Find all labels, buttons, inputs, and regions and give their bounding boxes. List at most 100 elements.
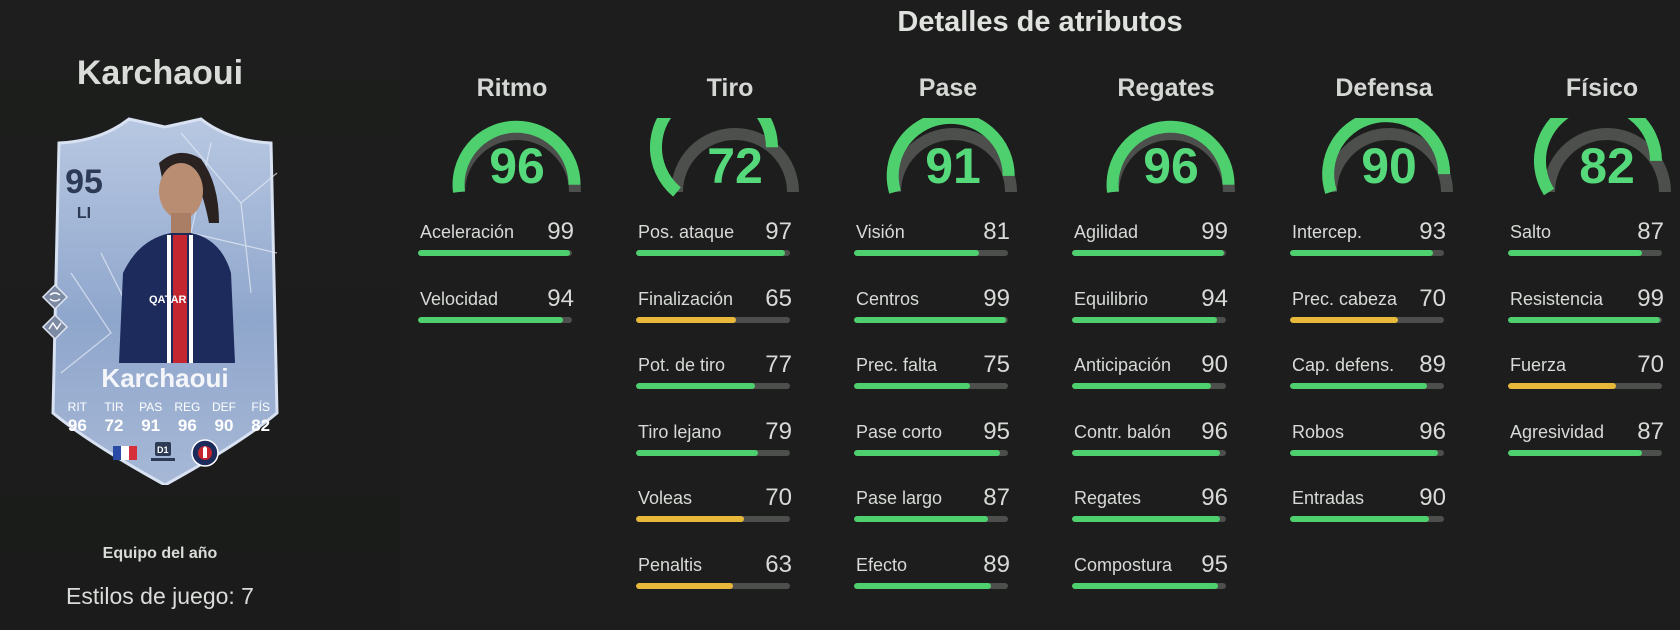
group-regates: Regates 96	[1086, 74, 1246, 194]
attribute-value: 99	[1637, 284, 1664, 312]
attribute-bar-track	[854, 516, 1008, 523]
group-tiro: Tiro 72	[650, 74, 810, 197]
card-stat-label: FÍS	[251, 400, 270, 414]
attribute-row: Intercep. 93	[1290, 218, 1450, 262]
attribute-row: Robos 96	[1290, 418, 1450, 462]
attribute-row: Penaltis 63	[636, 551, 796, 595]
attribute-bar-fill	[636, 583, 734, 589]
attribute-row: Velocidad 94	[418, 285, 578, 329]
playstyles-count[interactable]: Estilos de juego: 7	[66, 583, 254, 609]
card-stat-label: DEF	[211, 400, 236, 414]
attribute-bar-fill	[854, 583, 992, 589]
attribute-bar-track	[1290, 449, 1444, 456]
attribute-bar-fill	[636, 449, 758, 456]
card-stat-label: RIT	[67, 400, 87, 414]
attribute-name: Intercep.	[1292, 222, 1363, 242]
attribute-name: Contr. balón	[1074, 421, 1172, 442]
attribute-value: 70	[765, 484, 792, 512]
gauge-fill	[650, 118, 778, 197]
group-fisico: Físico 82	[1522, 74, 1680, 196]
card-stat-value: 72	[104, 416, 124, 435]
attribute-bar-track	[1072, 316, 1226, 323]
attribute-bar-track	[854, 583, 1008, 589]
attribute-row: Fuerza 70	[1508, 351, 1668, 395]
attribute-name: Efecto	[856, 555, 908, 575]
attribute-name: Prec. falta	[856, 355, 938, 376]
gauge-arc	[650, 118, 799, 197]
attribute-row: Entradas 90	[1290, 484, 1450, 528]
attribute-bar-track	[1508, 383, 1662, 390]
attribute-value: 77	[765, 351, 792, 379]
card-player-name: Karchaoui	[101, 363, 229, 393]
group-name: Pase	[918, 74, 978, 102]
attribute-value: 95	[1201, 551, 1228, 578]
attribute-bar-track	[636, 583, 790, 589]
attribute-bar-track	[636, 250, 790, 256]
attribute-bar-track	[1290, 316, 1444, 323]
attribute-bar-track	[854, 316, 1008, 323]
card-stat-label: PAS	[139, 400, 163, 414]
attribute-bar-track	[636, 449, 790, 456]
attribute-value: 96	[1201, 417, 1228, 445]
attribute-name: Agilidad	[1074, 222, 1139, 242]
gauge-arc	[452, 120, 581, 193]
attribute-value: 75	[983, 351, 1010, 379]
attribute-bar-track	[636, 516, 790, 523]
attribute-bar-fill	[1290, 250, 1434, 256]
attribute-name: Visión	[856, 222, 905, 242]
group-pase: Pase 91	[868, 74, 1028, 194]
card-stat-value: 96	[67, 416, 87, 435]
group-rating: 90	[1361, 138, 1417, 194]
card-stat-label: REG	[174, 400, 201, 414]
attribute-bar-fill	[1072, 449, 1220, 456]
attribute-bar-track	[1290, 383, 1444, 390]
attribute-name: Salto	[1510, 222, 1552, 242]
attribute-bar-fill	[636, 316, 737, 323]
group-defensa: Defensa 90	[1304, 74, 1464, 194]
card-stat-value: 90	[214, 416, 234, 435]
player-card[interactable]: 95 LI QATAR Karchaoui RIT 96	[41, 113, 289, 485]
gauge-arc	[1533, 118, 1671, 196]
attribute-bar-fill	[1290, 449, 1438, 456]
group-name: Físico	[1565, 74, 1639, 102]
attribute-bar-fill	[418, 250, 571, 256]
attribute-bar-fill	[1072, 583, 1219, 589]
attribute-bar-track	[854, 449, 1008, 456]
attribute-value: 99	[547, 218, 574, 245]
attribute-name: Entradas	[1292, 488, 1365, 509]
attribute-bar-fill	[854, 383, 970, 390]
attribute-bar-track	[1072, 250, 1226, 256]
attribute-name: Finalización	[638, 288, 734, 309]
attribute-bar-fill	[1508, 250, 1642, 256]
attribute-value: 87	[1637, 218, 1664, 245]
attribute-value: 70	[1419, 284, 1446, 312]
gauge-track	[671, 128, 799, 193]
attribute-value: 79	[765, 417, 792, 445]
group-rating: 72	[707, 138, 763, 194]
attribute-bar-fill	[1508, 316, 1661, 323]
gauge-fill	[886, 118, 1015, 194]
attribute-bar-fill	[636, 250, 786, 256]
attribute-value: 65	[765, 284, 792, 312]
attribute-bar-fill	[854, 516, 988, 523]
group-name: Defensa	[1335, 74, 1433, 102]
attribute-bar-track	[854, 250, 1008, 256]
attribute-bar-fill	[1072, 250, 1225, 256]
attribute-bar-fill	[636, 516, 744, 523]
attribute-value: 96	[1201, 484, 1228, 512]
svg-text:D1: D1	[157, 445, 169, 455]
attribute-bar-fill	[418, 316, 563, 323]
attribute-value: 90	[1419, 484, 1446, 512]
attribute-value: 94	[547, 284, 574, 312]
attribute-value: 93	[1419, 218, 1446, 245]
attribute-row: Prec. cabeza 70	[1290, 285, 1450, 329]
attribute-row: Equilibrio 94	[1072, 285, 1232, 329]
attribute-name: Prec. cabeza	[1292, 288, 1398, 309]
attribute-bar-fill	[1072, 383, 1211, 390]
attribute-row: Efecto 89	[854, 551, 1014, 595]
attribute-bar-track	[1508, 449, 1662, 456]
group-rating: 96	[1143, 138, 1199, 194]
attribute-bar-fill	[854, 316, 1007, 323]
gauge-fill	[1533, 118, 1662, 196]
attribute-row: Agilidad 99	[1072, 218, 1232, 262]
